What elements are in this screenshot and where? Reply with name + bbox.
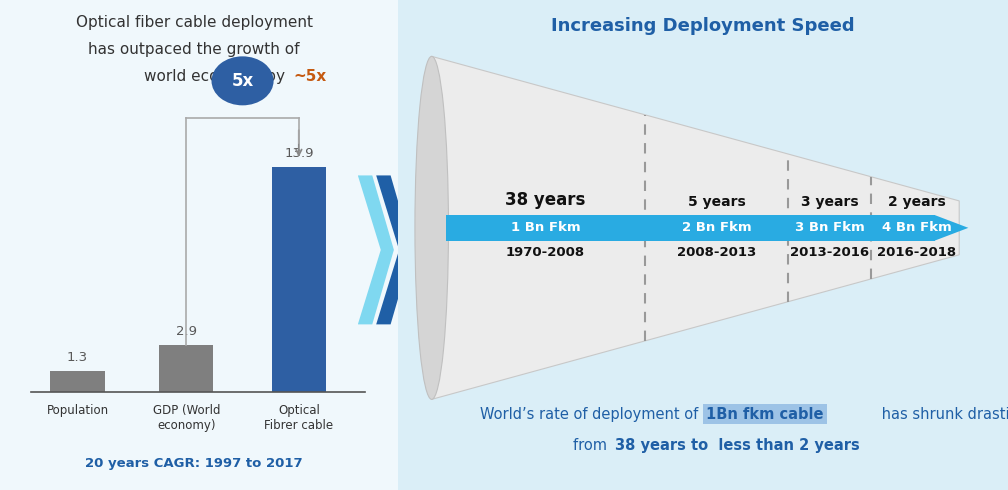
Text: world economy by: world economy by bbox=[143, 69, 289, 84]
Text: 1 Bn Fkm: 1 Bn Fkm bbox=[511, 221, 581, 234]
Text: 2 Bn Fkm: 2 Bn Fkm bbox=[682, 221, 752, 234]
Text: 5 years: 5 years bbox=[687, 195, 746, 209]
Text: ~5x: ~5x bbox=[293, 69, 327, 84]
Text: 2008-2013: 2008-2013 bbox=[677, 246, 756, 260]
Text: 1970-2008: 1970-2008 bbox=[506, 246, 585, 260]
Polygon shape bbox=[431, 56, 960, 399]
Text: Optical fiber cable deployment: Optical fiber cable deployment bbox=[76, 15, 312, 30]
Text: 20 years CAGR: 1997 to 2017: 20 years CAGR: 1997 to 2017 bbox=[86, 457, 302, 469]
Ellipse shape bbox=[415, 56, 449, 399]
Text: has shrunk drastically: has shrunk drastically bbox=[877, 407, 1008, 421]
Text: 4 Bn Fkm: 4 Bn Fkm bbox=[882, 221, 952, 234]
Text: 38 years to  less than 2 years: 38 years to less than 2 years bbox=[615, 439, 860, 453]
Polygon shape bbox=[376, 175, 412, 324]
Text: 1Bn fkm cable: 1Bn fkm cable bbox=[707, 407, 824, 421]
Ellipse shape bbox=[212, 56, 273, 105]
Text: 5x: 5x bbox=[232, 72, 254, 90]
FancyBboxPatch shape bbox=[392, 0, 1008, 490]
Text: 13.9: 13.9 bbox=[284, 147, 313, 160]
Text: 2013-2016: 2013-2016 bbox=[790, 246, 869, 260]
Text: 2016-2018: 2016-2018 bbox=[877, 246, 956, 260]
Text: World’s rate of deployment of: World’s rate of deployment of bbox=[480, 407, 703, 421]
Text: Increasing Deployment Speed: Increasing Deployment Speed bbox=[551, 17, 855, 35]
Text: Population: Population bbox=[46, 404, 109, 417]
Text: GDP (World
economy): GDP (World economy) bbox=[152, 404, 220, 432]
Bar bbox=[159, 345, 214, 392]
Bar bbox=[50, 371, 105, 392]
Text: from: from bbox=[573, 439, 612, 453]
Bar bbox=[446, 215, 934, 241]
Text: Optical
Fibrer cable: Optical Fibrer cable bbox=[264, 404, 334, 432]
Polygon shape bbox=[358, 175, 394, 324]
Text: 38 years: 38 years bbox=[505, 191, 586, 209]
Text: 3 years: 3 years bbox=[800, 195, 859, 209]
Bar bbox=[272, 167, 326, 392]
Text: 1.3: 1.3 bbox=[68, 351, 88, 364]
Text: 2 years: 2 years bbox=[888, 195, 946, 209]
Text: 2.9: 2.9 bbox=[175, 325, 197, 338]
Text: has outpaced the growth of: has outpaced the growth of bbox=[89, 42, 299, 57]
Polygon shape bbox=[934, 215, 969, 241]
Text: 3 Bn Fkm: 3 Bn Fkm bbox=[794, 221, 865, 234]
